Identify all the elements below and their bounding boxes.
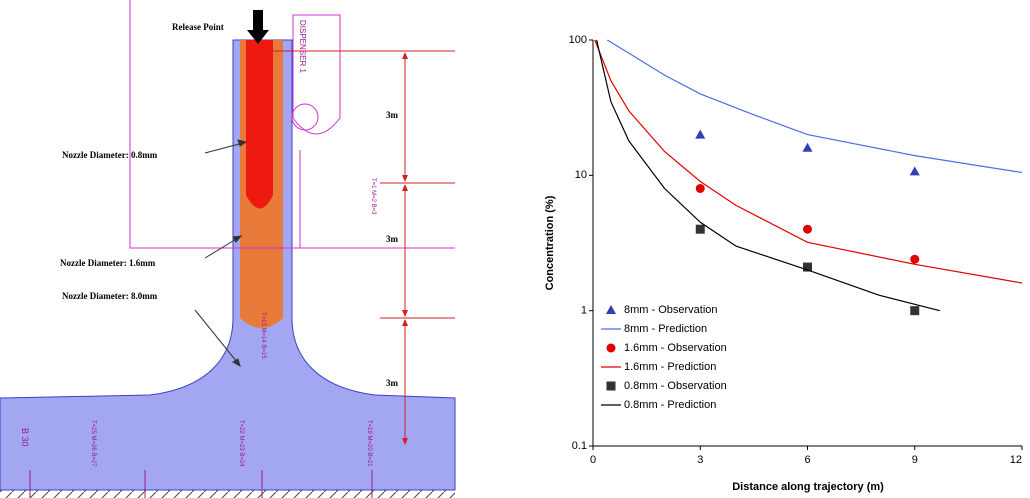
marker	[909, 166, 920, 176]
y-tick-label: 10	[575, 169, 587, 181]
y-tick-label: 1	[581, 305, 587, 317]
marker	[802, 142, 813, 152]
plume-0-8mm	[246, 40, 273, 209]
dispenser	[292, 14, 341, 135]
series-line	[596, 39, 940, 312]
marker	[695, 224, 705, 234]
legend-label: 8mm - Observation	[624, 304, 718, 316]
sensor-label: T=22 M=23 B=24	[238, 420, 244, 467]
x-tick-label: 12	[1010, 454, 1022, 466]
sensor-label: T=1 M=2 B=3	[370, 178, 376, 215]
marker	[803, 262, 812, 272]
nozzle-label: Nozzle Diameter: 0.8mm	[62, 150, 158, 160]
series-line	[594, 39, 1023, 284]
marker	[695, 183, 705, 193]
sensor-posts	[29, 470, 373, 498]
nozzle-label: Nozzle Diameter: 8.0mm	[62, 291, 158, 301]
marker	[695, 129, 706, 139]
plume-8mm	[0, 39, 456, 491]
x-tick-label: 3	[697, 454, 703, 466]
marker	[606, 305, 616, 314]
marker	[606, 381, 616, 391]
x-tick-label: 0	[590, 454, 596, 466]
x-axis-label: Distance along trajectory (m)	[732, 481, 884, 493]
spacing-label: 3m	[386, 378, 399, 388]
x-tick-label: 9	[912, 454, 918, 466]
x-tick-label: 6	[804, 454, 810, 466]
legend-label: 0.8mm - Observation	[624, 380, 727, 392]
dimension-lines	[262, 50, 455, 440]
release-label: Release Point	[172, 22, 224, 32]
ground	[0, 490, 455, 498]
marker	[910, 254, 920, 264]
sensor-label: T=19 M=20 B=21	[366, 420, 372, 467]
diagram: DISPENSER 1 Release Point 3m 3m 3m Nozzl…	[0, 0, 456, 498]
dispenser-label: DISPENSER 1	[298, 20, 307, 73]
nozzle-label: Nozzle Diameter: 1.6mm	[60, 258, 156, 268]
y-tick-label: 100	[569, 34, 587, 46]
y-axis-label: Concentration (%)	[544, 195, 556, 290]
legend-label: 1.6mm - Prediction	[624, 361, 716, 373]
sensor-label: B 30	[20, 428, 30, 447]
marker	[803, 224, 812, 234]
chart: Concentration (%) Distance along traject…	[544, 34, 1023, 493]
sensor-label: T=13 M=14 B=15	[260, 312, 266, 359]
series-line	[606, 39, 1023, 174]
pointer-arrows	[194, 139, 248, 368]
spacing-label: 3m	[386, 234, 399, 244]
dimension-arrows	[402, 52, 408, 445]
marker	[606, 343, 616, 353]
dispenser-hole	[291, 103, 319, 131]
legend-label: 8mm - Prediction	[624, 323, 707, 335]
marker	[910, 306, 920, 316]
release-arrow	[247, 10, 269, 44]
spacing-label: 3m	[386, 110, 399, 120]
y-tick-label: 0.1	[572, 440, 587, 452]
legend-label: 1.6mm - Observation	[624, 342, 727, 354]
legend-label: 0.8mm - Prediction	[624, 399, 716, 411]
sensor-label: T=25 M=26 B=27	[90, 420, 96, 467]
room-outline	[129, 0, 455, 249]
